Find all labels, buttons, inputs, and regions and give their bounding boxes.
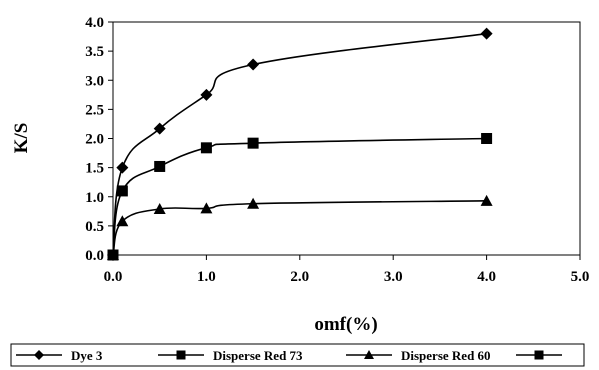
- data-point: [107, 249, 119, 260]
- legend-marker: [364, 350, 374, 359]
- y-tick-label: 3.5: [85, 44, 104, 60]
- x-axis-ticks: 0.0 1.0 2.0 3.0 4.0 5.0: [104, 255, 590, 285]
- series-layer: [107, 27, 493, 261]
- legend-item: Disperse Red 73: [158, 348, 303, 363]
- series-0: [107, 27, 493, 261]
- series-1: [107, 133, 493, 261]
- legend: Dye 3 Disperse Red 73 Disperse Red 60: [16, 348, 562, 363]
- x-tick-label: 0.0: [104, 269, 123, 285]
- legend-box: [10, 343, 585, 367]
- legend-item: Disperse Red 60: [346, 348, 491, 363]
- y-axis-ticks: 0.0 0.5 1.0 1.5 2.0 2.5 3.0 3.5 4.0: [85, 15, 113, 264]
- x-tick-label: 1.0: [197, 269, 216, 285]
- legend-label: Disperse Red 60: [401, 348, 491, 363]
- y-tick-label: 4.0: [85, 15, 104, 31]
- data-point: [200, 142, 212, 154]
- x-tick-label: 2.0: [290, 269, 309, 285]
- legend-item: [516, 350, 562, 360]
- data-point: [153, 202, 166, 214]
- legend-item: Dye 3: [16, 348, 103, 363]
- series-line: [112, 200, 487, 256]
- data-point: [116, 185, 128, 197]
- series-2: [107, 194, 493, 260]
- legend-marker: [534, 350, 544, 360]
- data-point: [154, 160, 166, 172]
- x-tick-label: 4.0: [477, 269, 496, 285]
- plot-area: [112, 21, 581, 256]
- y-tick-label: 0.0: [85, 248, 104, 264]
- data-point: [247, 58, 260, 71]
- legend-label: Dye 3: [71, 348, 103, 363]
- x-axis-title: omf(%): [314, 314, 377, 335]
- series-line: [112, 137, 487, 256]
- legend-marker: [176, 350, 186, 360]
- data-point: [200, 202, 213, 214]
- x-tick-label: 5.0: [571, 269, 590, 285]
- y-tick-label: 1.5: [85, 161, 104, 177]
- y-tick-label: 1.0: [85, 190, 104, 206]
- data-point: [480, 27, 493, 40]
- legend-label: Disperse Red 73: [213, 348, 303, 363]
- y-axis-title: K/S: [11, 123, 32, 154]
- y-tick-label: 3.0: [85, 73, 104, 89]
- data-point: [481, 133, 493, 144]
- data-point: [247, 197, 260, 209]
- data-point: [116, 161, 129, 174]
- data-point: [153, 122, 166, 135]
- legend-marker: [34, 350, 44, 360]
- y-tick-label: 2.0: [85, 132, 104, 148]
- data-point: [200, 88, 213, 101]
- series-line: [112, 32, 487, 256]
- data-point: [116, 215, 129, 227]
- x-tick-label: 3.0: [384, 269, 403, 285]
- data-point: [480, 194, 493, 206]
- y-tick-label: 2.5: [85, 102, 104, 118]
- y-tick-label: 0.5: [85, 219, 104, 235]
- data-point: [247, 137, 259, 149]
